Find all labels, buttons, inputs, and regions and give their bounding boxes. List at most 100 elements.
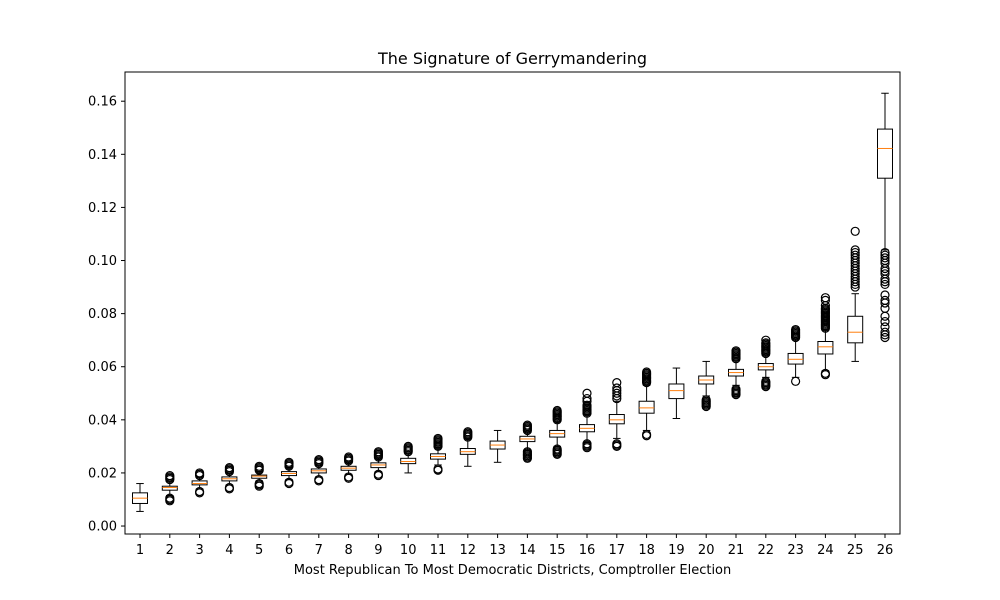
x-tick-label: 1 [136,543,144,558]
plot-frame [124,71,901,535]
flier-point [731,384,741,394]
flier-point [880,322,890,332]
box-group-15 [549,405,566,459]
x-tick-label: 24 [817,543,834,558]
flier-point [820,293,831,303]
x-tick-label: 10 [400,543,417,558]
x-tick-label: 26 [877,543,894,558]
box-group-1 [132,483,148,512]
y-tick-label: 0.04 [88,413,117,428]
y-tick-label: 0.10 [88,254,117,269]
box-group-26 [877,92,893,343]
flier-point [880,250,890,260]
box [608,414,625,425]
flier-point [284,477,294,487]
x-tick-label: 8 [344,543,352,558]
flier-point [224,482,234,493]
x-tick-label: 23 [787,543,804,558]
box-group-10 [400,441,417,474]
flier-point [880,279,890,290]
y-tick-label: 0.12 [88,201,117,216]
x-tick-label: 19 [668,543,685,558]
flier-point [880,316,890,327]
flier-point [373,447,383,457]
x-tick-label: 20 [698,543,715,558]
flier-point [403,441,413,451]
flier-point [582,400,592,410]
x-tick-label: 22 [758,543,775,558]
x-tick-label: 3 [195,543,203,558]
x-tick-label: 17 [609,543,626,558]
flier-point [373,469,383,479]
flier-point [701,395,711,405]
box-group-19 [668,367,685,419]
flier-point [433,433,443,444]
flier-point [165,470,175,481]
box [251,474,268,479]
flier-point [880,269,890,279]
flier-point [641,429,652,440]
flier-point [582,439,592,449]
box [191,480,208,486]
plot-area [132,92,893,512]
flier-point [850,247,860,258]
flier-point [522,420,533,430]
box [877,128,893,179]
box [817,341,834,355]
flier-point [254,478,264,489]
flier-point [612,383,622,393]
flier-point [224,463,234,473]
flier-point [880,327,890,337]
y-tick-label: 0.14 [88,148,117,163]
flier-point [612,378,622,388]
box-group-11 [430,433,446,475]
box-group-13 [489,429,506,463]
flier-point [880,311,890,321]
flier-point [314,474,324,485]
box-group-16 [579,388,595,453]
flier-point [344,472,354,482]
flier-point [552,444,562,454]
flier-point [880,247,890,258]
box-group-21 [728,346,744,400]
flier-point [790,324,801,335]
x-tick-label: 2 [166,543,174,558]
x-tick-label: 5 [255,543,263,558]
x-tick-label: 25 [847,543,864,558]
box-group-8 [340,452,357,483]
box-group-14 [519,420,536,463]
flier-point [195,486,205,497]
flier-point [195,468,205,478]
box-group-22 [757,335,774,392]
flier-point [761,376,771,386]
flier-point [463,427,473,437]
flier-point [344,452,354,462]
box [638,400,655,414]
x-tick-label: 13 [489,543,506,558]
flier-point [612,388,622,398]
x-tick-label: 21 [728,543,745,558]
flier-point [850,245,860,255]
box-group-4 [221,463,238,494]
flier-point [522,447,533,457]
flier-point [850,250,860,260]
y-tick-label: 0.00 [88,520,117,535]
box [668,383,685,400]
flier-point [165,493,175,503]
flier-point [612,439,622,449]
x-axis-label: Most Republican To Most Democratic Distr… [294,563,732,578]
box-group-17 [608,378,625,451]
flier-point [880,253,890,263]
x-tick-label: 12 [460,543,477,558]
flier-point [790,376,801,386]
y-tick-label: 0.02 [88,466,117,481]
y-axis: 0.00 0.02 0.04 0.06 0.08 0.10 0.12 0.14 0.16 [88,95,125,535]
x-tick-label: 4 [225,543,233,558]
x-tick-label: 7 [315,543,323,558]
box-group-7 [310,455,327,486]
y-tick-label: 0.06 [88,360,117,375]
box [161,485,178,491]
box-group-23 [787,324,804,386]
flier-point [284,457,294,467]
